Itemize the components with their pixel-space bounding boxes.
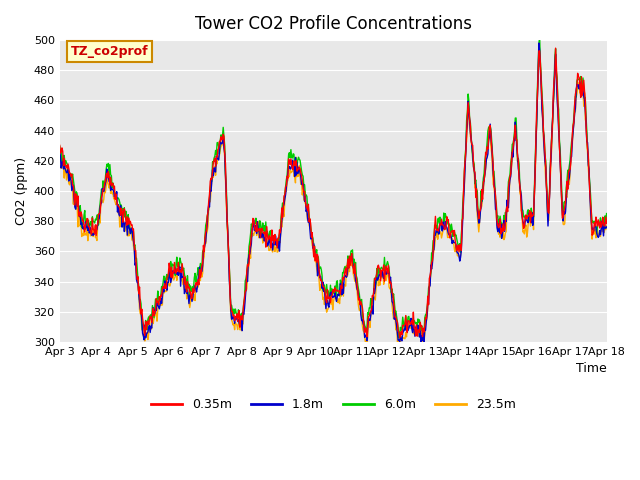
23.5m [207, 199, 214, 204]
6.0m [177, 261, 185, 267]
0.35m [177, 270, 185, 276]
Text: TZ_co2prof: TZ_co2prof [70, 45, 148, 58]
1.8m [603, 224, 611, 230]
23.5m [66, 182, 74, 188]
6.0m [417, 324, 424, 330]
6.0m [56, 144, 63, 149]
6.0m [395, 335, 403, 341]
X-axis label: Time: Time [576, 362, 607, 375]
1.8m [122, 219, 130, 225]
0.35m [417, 319, 424, 325]
6.0m [207, 185, 214, 191]
1.8m [66, 171, 74, 177]
0.35m [66, 170, 74, 176]
6.0m [66, 172, 74, 178]
Title: Tower CO2 Profile Concentrations: Tower CO2 Profile Concentrations [195, 15, 472, 33]
6.0m [122, 208, 130, 214]
23.5m [56, 164, 63, 169]
0.35m [122, 217, 130, 223]
Line: 23.5m: 23.5m [60, 60, 607, 342]
6.0m [536, 34, 543, 40]
0.35m [603, 221, 611, 227]
0.35m [207, 179, 214, 184]
23.5m [177, 278, 185, 284]
Line: 6.0m: 6.0m [60, 37, 607, 338]
Legend: 0.35m, 1.8m, 6.0m, 23.5m: 0.35m, 1.8m, 6.0m, 23.5m [145, 394, 521, 417]
1.8m [535, 40, 543, 46]
6.0m [603, 211, 611, 216]
1.8m [56, 149, 63, 155]
0.35m [401, 323, 408, 328]
0.35m [396, 335, 403, 340]
1.8m [415, 334, 423, 340]
1.8m [417, 339, 425, 345]
23.5m [417, 330, 424, 336]
23.5m [362, 339, 369, 345]
1.8m [177, 266, 185, 272]
0.35m [552, 45, 559, 51]
Line: 0.35m: 0.35m [60, 48, 607, 337]
0.35m [56, 143, 63, 148]
1.8m [207, 187, 214, 193]
23.5m [552, 57, 559, 62]
23.5m [603, 223, 611, 228]
Y-axis label: CO2 (ppm): CO2 (ppm) [15, 157, 28, 225]
23.5m [401, 336, 408, 341]
Line: 1.8m: 1.8m [60, 43, 607, 342]
6.0m [401, 325, 408, 331]
1.8m [399, 329, 407, 335]
23.5m [122, 220, 130, 226]
